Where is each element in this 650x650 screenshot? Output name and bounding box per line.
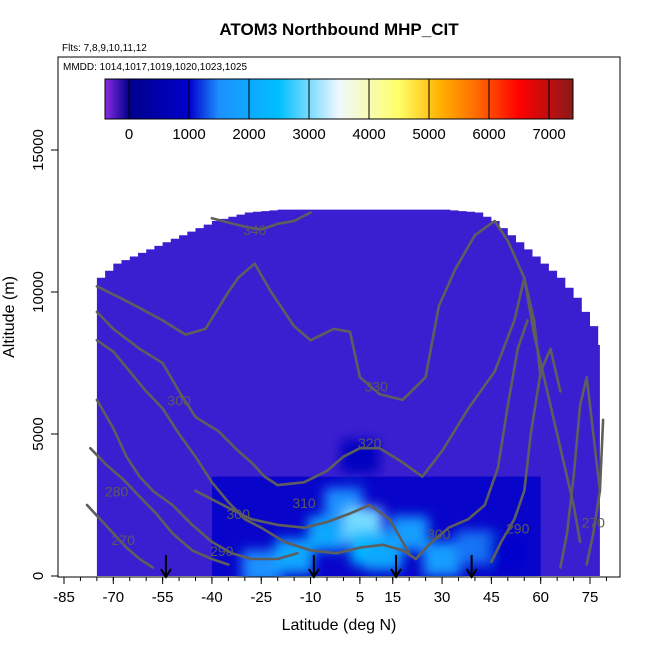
contour-270 [585, 418, 605, 566]
colorbar-tick-label: 4000 [352, 126, 385, 143]
high-value-cell [340, 439, 379, 474]
contour-290 [95, 398, 299, 561]
contour-label: 300 [227, 506, 251, 522]
x-tick-label: -85 [53, 589, 75, 606]
plot-frame [57, 56, 621, 578]
flights-subtitle: Flts: 7,8,9,10,11,12 [62, 43, 147, 54]
contour-label: 340 [243, 222, 267, 238]
colorbar-tick-label: 5000 [412, 126, 445, 143]
colorbar: 0 1000 2000 3000 4000 5000 6000 7000 [104, 78, 574, 143]
contour-290 [490, 347, 562, 564]
contour-300 [95, 338, 418, 561]
y-axis-ticks: 0 5000 10000 15000 [30, 129, 58, 580]
colorbar-gradient [104, 78, 574, 120]
x-tick-label: -40 [201, 589, 223, 606]
high-value-cell [242, 550, 281, 577]
contour-labels: 340 330 320 310 300 300 300 290 290 280 270 270 [105, 222, 605, 559]
x-tick-label: -25 [250, 589, 272, 606]
high-value-cell [455, 530, 494, 565]
colorbar-tick-label: 2000 [232, 126, 265, 143]
x-tick-label: -55 [152, 589, 174, 606]
colorbar-tick-label: 7000 [532, 126, 565, 143]
x-axis-ticks: -85 -70 -55 -40 -25 -10 5 15 30 45 60 75 [53, 577, 607, 606]
x-tick-label: -70 [102, 589, 124, 606]
contour-label: 330 [365, 378, 389, 394]
contour-320 [95, 276, 543, 487]
contour-270 [85, 503, 155, 569]
contour-300 [414, 319, 529, 561]
contour-label: 290 [506, 520, 530, 536]
y-tick-label: 5000 [30, 417, 47, 450]
contour-label: 300 [167, 393, 191, 409]
contour-label: 290 [210, 543, 234, 559]
x-tick-label: 75 [582, 589, 599, 606]
y-tick-label: 10000 [30, 271, 47, 313]
x-tick-label: 45 [483, 589, 500, 606]
x-tick-label: -10 [300, 589, 322, 606]
x-tick-label: 15 [384, 589, 401, 606]
contour-340 [210, 211, 312, 231]
contour-label: 280 [105, 484, 129, 500]
x-axis-label: Latitude (deg N) [282, 617, 397, 634]
x-tick-label: 5 [356, 589, 364, 606]
contour-layer [85, 211, 605, 569]
dates-subtitle: MMDD: 1014,1017,1019,1020,1023,1025 [63, 62, 247, 73]
contour-label: 300 [427, 526, 451, 542]
y-axis-label: Altitude (m) [1, 276, 18, 358]
chart-title: ATOM3 Northbound MHP_CIT [219, 20, 459, 39]
high-value-cell [390, 516, 429, 551]
colorbar-tick-label: 0 [125, 126, 133, 143]
contour-label: 310 [292, 495, 316, 511]
contour-label: 320 [358, 435, 382, 451]
contour-label: 270 [112, 532, 136, 548]
contour-label: 270 [582, 515, 606, 531]
colorbar-tick-label: 1000 [172, 126, 205, 143]
high-value-cell [423, 542, 462, 576]
colorbar-tick-label: 6000 [472, 126, 505, 143]
y-tick-label: 0 [30, 572, 47, 580]
contour-310 [194, 489, 411, 555]
x-tick-label: 60 [532, 589, 549, 606]
contour-280 [89, 446, 230, 566]
x-tick-label: 30 [434, 589, 451, 606]
y-tick-label: 15000 [30, 129, 47, 171]
contour-280 [559, 375, 602, 569]
colorbar-tick-label: 3000 [292, 126, 325, 143]
